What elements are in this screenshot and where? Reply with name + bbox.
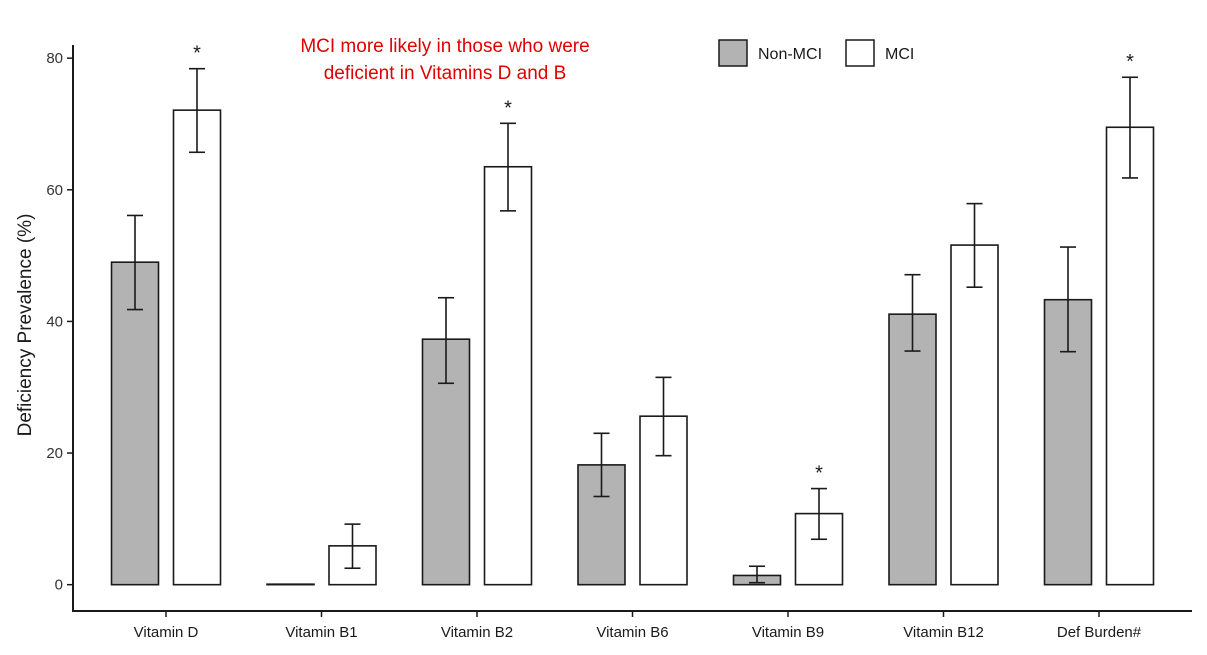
legend: Non-MCI MCI [718, 39, 914, 67]
bar-mci [1105, 126, 1155, 586]
x-tick-label: Vitamin B6 [596, 624, 668, 641]
legend-label-mci: MCI [885, 46, 914, 63]
y-tick-label: 40 [46, 313, 63, 330]
x-tick-label: Vitamin B9 [752, 624, 824, 641]
x-tick-label: Vitamin B1 [285, 624, 357, 641]
bar-mci [950, 244, 999, 586]
bar-non-mci [110, 261, 160, 586]
y-tick-label: 80 [46, 50, 63, 67]
bar-mci [483, 165, 533, 586]
bar-non-mci [266, 583, 315, 586]
error-bars [127, 67, 1138, 584]
y-tick-label: 60 [46, 182, 63, 199]
y-axis-label: Deficiency Prevalence (%) [15, 214, 36, 437]
significance-marker: * [504, 97, 512, 119]
significance-marker: * [1126, 51, 1134, 73]
bar-mci [172, 109, 222, 586]
annotation-line-1: MCI more likely in those who were [300, 36, 589, 57]
bar-mci [794, 512, 844, 586]
x-tick-label: Vitamin D [134, 624, 199, 641]
legend-swatch-mci [845, 39, 875, 67]
legend-label-non-mci: Non-MCI [758, 46, 822, 63]
significance-marker: * [815, 463, 823, 485]
bar-non-mci [1043, 298, 1093, 586]
axes [67, 45, 1192, 617]
x-tick-label: Def Burden# [1057, 624, 1142, 641]
legend-swatch-non-mci [718, 39, 748, 67]
annotation: MCI more likely in those who were defici… [300, 36, 589, 84]
significance-marker: * [193, 43, 201, 65]
annotation-line-2: deficient in Vitamins D and B [324, 63, 567, 84]
x-tick-label: Vitamin B12 [903, 624, 984, 641]
bars [110, 109, 1155, 586]
y-tick-label: 0 [55, 577, 63, 594]
y-tick-label: 20 [46, 445, 63, 462]
labels: 0 20 40 60 80 Vitamin D * Vitamin B1 Vitamin B2 *… [46, 43, 1141, 641]
bar-non-mci [888, 313, 937, 586]
x-tick-label: Vitamin B2 [441, 624, 513, 641]
